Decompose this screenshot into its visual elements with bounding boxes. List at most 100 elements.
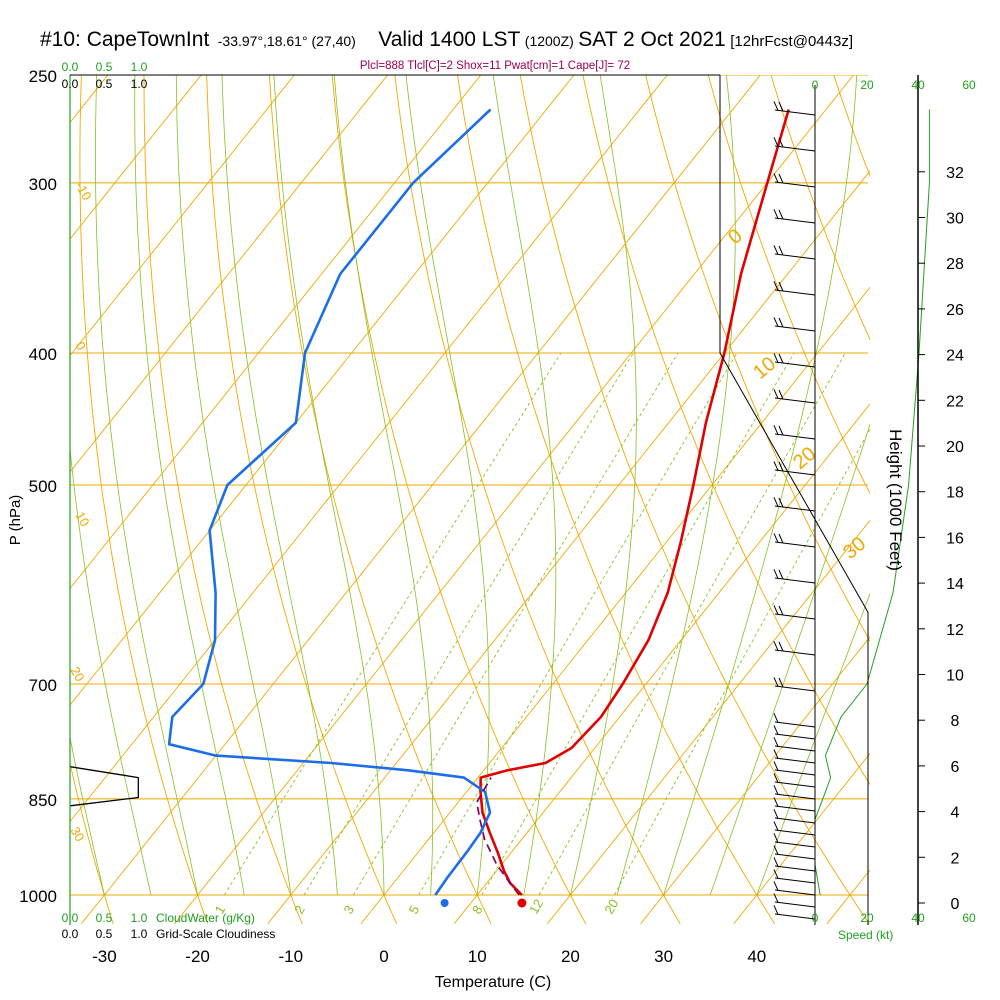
height-tick-label: 12 [946,622,964,639]
dry-adiabat-line [833,75,870,178]
wind-barb-flag [773,353,779,363]
wind-barb-shaft [774,901,816,908]
height-tick-label: 2 [951,850,960,867]
temperature-tick-label: 30 [654,947,673,966]
wind-barb-flag [773,881,779,891]
height-tick-label: 10 [946,668,964,685]
wind-barb-shaft [774,721,816,728]
wind-barb-flag [773,137,779,147]
wind-barb-shaft [774,289,816,296]
wind-barb-flag [773,605,779,615]
wind-barb-flag [773,209,779,219]
wind-barb-shaft [774,913,816,920]
mixing-ratio-label: 12 [526,896,546,916]
wind-barb-shaft [774,853,816,860]
isotherm-line [70,75,295,357]
wind-barb-flag [778,173,784,184]
dry-adiabat-line [519,75,870,925]
wind-barb [773,353,816,368]
valid-time: Valid 1400 LST [378,28,521,51]
wind-barb-shaft [774,181,816,188]
moist-adiabat-line [70,445,152,896]
moist-adiabat-line [570,75,637,896]
cloudiness-scale-label: 0.5 [96,77,113,91]
wind-barb-flag [778,461,784,472]
isotherm-line [453,403,870,925]
wind-barb-shaft [774,829,816,836]
wind-barb [773,881,816,896]
dry-adiabat-line [394,75,681,925]
isotherm-label: 20 [67,664,87,684]
wind-barb-flag [773,533,779,543]
wind-barb-shaft [774,733,816,740]
wind-barb-flag [773,389,779,399]
wind-barb-flag [773,845,779,855]
dry-adiabat-line [70,761,114,925]
wind-barb-shaft [774,469,816,476]
wind-barb-flag [773,773,779,783]
wind-barb-shaft [774,433,816,440]
mixing-ratio-line [303,352,634,896]
isotherm-line [640,636,870,925]
wind-barb-shaft [774,781,816,788]
height-tick-label: 8 [951,713,960,730]
indices-text: Plcl=888 Tlcl[C]=2 Shox=11 Pwat[cm]=1 Ca… [360,60,630,72]
wind-barb-shaft [774,793,816,800]
height-tick-label: 32 [946,165,964,182]
wind-barb-flag [773,281,779,291]
wind-speed-profile-line [814,109,930,896]
wind-barb [773,737,816,752]
wind-barb-flag [773,641,779,651]
wind-barb-shaft [774,109,816,116]
wind-barb-flag [773,569,779,579]
dry-adiabat-line [206,75,398,925]
wind-barb-flag [773,809,779,819]
wind-barb-flag [778,425,784,436]
height-tick-label: 14 [946,576,964,593]
dry-adiabat-line [0,51,19,924]
speed-label: Speed (kt) [838,928,893,942]
wind-barb-shaft [774,325,816,332]
wind-barb [773,533,816,548]
mixing-ratio-line [481,352,795,896]
speed-tick-label: 0 [812,911,819,925]
wind-barb [773,425,816,440]
wind-barb-shaft [774,877,816,884]
wind-barb [773,677,816,692]
temperature-tick-label: 40 [747,947,766,966]
isotherm-line [70,75,668,823]
wind-barb [773,137,816,152]
speed-tick-label: 0 [812,78,819,92]
wind-barb-shaft [774,145,816,152]
wind-barb-flag [778,281,784,292]
mixing-ratio-line [224,352,562,896]
dry-adiabat-line [770,75,870,341]
isotherm-label: 0 [724,225,747,249]
mixing-ratio-line [418,352,738,896]
temperature-tick-label: 0 [379,947,388,966]
dry-adiabat-line [268,75,492,925]
isotherm-line [80,75,761,925]
cloudwater-scale-label: 0.5 [96,911,113,925]
speed-tick-label: 20 [860,78,874,92]
mixing-ratio-label: 5 [406,903,423,917]
wind-barb-flag [773,677,779,687]
wind-barb-shaft [774,613,816,620]
wind-barb [773,281,816,296]
mixing-ratio-label: 3 [340,903,357,917]
wind-barb [773,785,816,800]
forecast-hour: [12hrFcst@0443z] [730,33,853,50]
cloudiness-scale-label: 0.0 [62,927,79,941]
speed-tick-label: 20 [860,911,874,925]
wind-barb-shaft [774,577,816,584]
forecast-date: SAT 2 Oct 2021 [578,28,726,51]
wind-barb-flag [778,569,784,580]
cloudiness-scale-label: 1.0 [131,77,148,91]
isotherm-label: 0 [72,339,89,353]
height-axis-label: Height (1000 Feet) [886,429,905,571]
dry-adiabat-line [79,75,209,925]
cloudwater-scale-label: 1.0 [131,60,148,74]
moist-adiabat-line [221,75,338,896]
isotherm-line [546,519,870,925]
